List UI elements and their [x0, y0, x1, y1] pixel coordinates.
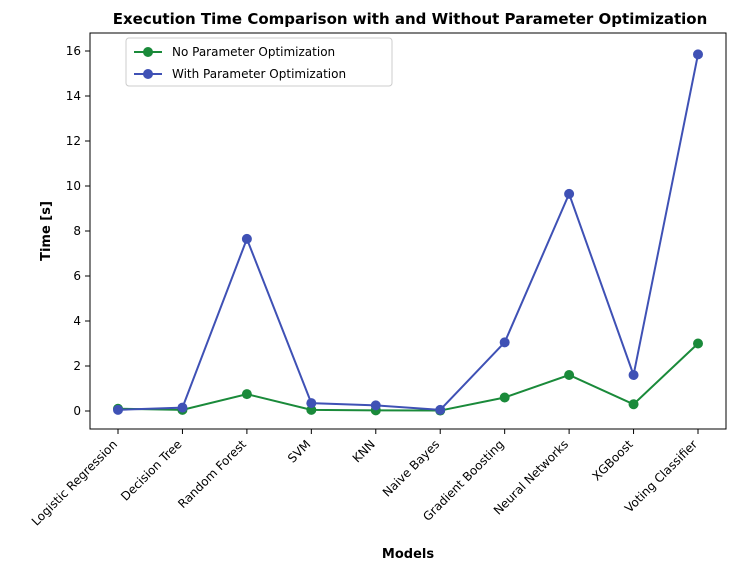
x-tick-label: Logistic Regression — [29, 437, 120, 528]
x-tick-label: XGBoost — [589, 437, 635, 483]
data-point — [628, 370, 639, 380]
series-no-optimization — [113, 338, 703, 416]
y-tick-label: 10 — [66, 179, 81, 193]
x-tick-label: KNN — [350, 437, 378, 465]
data-point — [113, 404, 123, 415]
legend-label: No Parameter Optimization — [172, 45, 335, 59]
y-tick-label: 6 — [73, 269, 81, 283]
series-with-optimization — [113, 49, 703, 415]
data-point — [693, 338, 703, 349]
data-point — [241, 389, 252, 400]
data-point — [435, 404, 446, 415]
x-tick-label: Decision Tree — [118, 437, 184, 503]
x-axis-label: Models — [382, 547, 434, 562]
y-tick-label: 16 — [66, 44, 81, 58]
y-tick-label: 0 — [73, 404, 81, 418]
data-point — [306, 398, 317, 409]
x-tick-label: Naive Bayes — [380, 437, 442, 499]
y-tick-label: 2 — [73, 359, 81, 373]
data-point — [564, 188, 575, 199]
y-tick-label: 4 — [73, 314, 81, 328]
legend: No Parameter Optimization With Parameter … — [125, 37, 393, 87]
y-tick-label: 14 — [66, 89, 81, 103]
legend-frame — [125, 37, 393, 87]
data-point — [177, 402, 188, 413]
data-point — [499, 337, 510, 348]
data-point — [628, 399, 639, 410]
legend-marker — [143, 69, 153, 79]
series-line — [117, 342, 699, 412]
y-axis-label: Time [s] — [39, 201, 54, 261]
series-layer — [113, 49, 703, 416]
chart-title: Execution Time Comparison with and Witho… — [113, 10, 708, 28]
series-line — [117, 54, 699, 411]
x-tick-label: SVM — [285, 437, 313, 465]
x-tick-label: Random Forest — [175, 437, 249, 511]
data-point — [693, 49, 703, 60]
legend-label: With Parameter Optimization — [172, 67, 346, 81]
data-point — [499, 392, 510, 403]
y-tick-label: 12 — [66, 134, 81, 148]
y-axis: 0 2 4 6 8 10 12 14 16 — [66, 44, 90, 418]
data-point — [241, 233, 252, 244]
data-point — [370, 400, 381, 411]
y-tick-label: 8 — [73, 224, 81, 238]
legend-marker — [143, 47, 153, 57]
data-point — [564, 370, 575, 380]
